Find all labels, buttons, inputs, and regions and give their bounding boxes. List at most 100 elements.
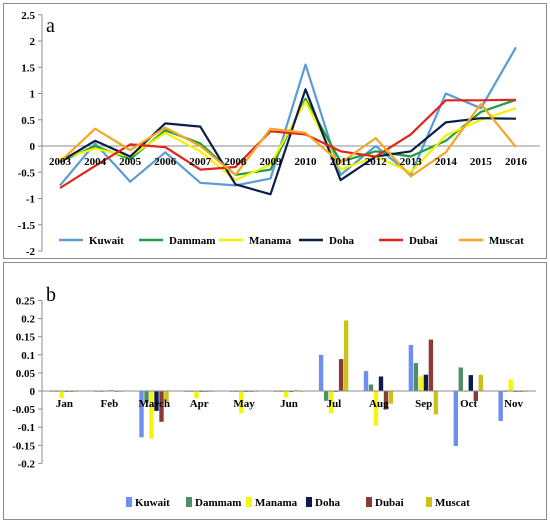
x-tick-label: 2010 xyxy=(295,156,318,168)
x-tick-label: May xyxy=(233,398,255,410)
y-tick-label: 1 xyxy=(30,89,36,101)
y-tick-label: 0.5 xyxy=(21,115,35,127)
legend-label-manama: Manama xyxy=(255,497,298,509)
x-tick-label: 2015 xyxy=(470,156,493,168)
y-tick-label: 0.25 xyxy=(16,296,36,308)
y-tick-label: 0.05 xyxy=(16,368,36,380)
legend-label-dammam: Dammam xyxy=(169,235,215,247)
y-tick-label: 0.15 xyxy=(16,332,36,344)
y-tick-label: -0.15 xyxy=(12,440,35,452)
bar-manama-aug xyxy=(373,391,379,426)
legend-swatch-dammam xyxy=(186,497,192,507)
series-line-doha xyxy=(59,88,517,196)
legend-label-dammam: Dammam xyxy=(195,497,241,509)
x-tick-label: 2006 xyxy=(154,156,177,168)
x-tick-label: Apr xyxy=(190,398,209,410)
bar-chart-svg: b -0.2 -0.15 -0.1 -0.05 0 0.05 0.1 0.15 0.2 0.25 Ja… xyxy=(12,284,536,509)
y-tick-label: -2 xyxy=(26,246,36,258)
x-tick-label: Jul xyxy=(327,398,342,410)
legend-label-manama: Manama xyxy=(249,235,292,247)
x-tick-label: 2012 xyxy=(365,156,388,168)
y-tick-label: -0.5 xyxy=(18,167,36,179)
legend-label-kuwait: Kuwait xyxy=(89,235,124,247)
bar-dubai-march xyxy=(159,391,164,422)
legend-label-muscat: Muscat xyxy=(489,235,524,247)
legend-label-kuwait: Kuwait xyxy=(135,497,170,509)
x-tick-label: March xyxy=(138,398,170,410)
bar-manama-apr xyxy=(194,391,199,399)
bar-dubai-aug xyxy=(383,391,389,410)
legend-swatch-kuwait xyxy=(126,497,132,507)
panel-label-b: b xyxy=(46,284,56,306)
y-tick-label: 2 xyxy=(30,36,36,48)
y-tick-label: -1.5 xyxy=(18,220,36,232)
bar-kuwait-nov xyxy=(498,391,503,421)
bar-kuwait-oct xyxy=(453,391,458,446)
x-tick-label: 2005 xyxy=(119,156,142,168)
bar-manama-jul xyxy=(328,391,334,414)
panel-label-a: a xyxy=(46,15,55,37)
bar-muscat-sep xyxy=(433,391,439,415)
x-tick-label: Oct xyxy=(460,398,477,410)
y-tick-label: 0.2 xyxy=(21,314,35,326)
x-tick-label: 2013 xyxy=(400,156,423,168)
bar-dubai-sep xyxy=(428,339,434,391)
bar-kuwait-sep xyxy=(408,345,414,391)
y-tick-label: 0.1 xyxy=(21,350,35,362)
x-tick-label: 2014 xyxy=(435,156,458,168)
legend-swatch-dubai xyxy=(366,497,372,507)
x-tick-label: Aug xyxy=(369,398,389,410)
x-tick-label: Jun xyxy=(280,398,298,410)
series-line-muscat xyxy=(59,102,517,178)
bar-doha-sep xyxy=(423,374,429,391)
line-chart-svg: a -2 -1.5 -1 -0.5 0 0.5 1 1.5 2 2.5 2003 2004 2005 200… xyxy=(18,10,540,258)
bar-manama-sep xyxy=(418,376,424,391)
y-tick-label: -0.1 xyxy=(18,422,35,434)
y-tick-label: 0 xyxy=(30,141,36,153)
bar-dammam-sep xyxy=(413,363,419,391)
x-tick-label: 2016 xyxy=(505,156,528,168)
y-tick-label: 1.5 xyxy=(21,62,35,74)
x-tick-label: 2004 xyxy=(84,156,107,168)
bar-muscat-march xyxy=(164,391,169,402)
bar-muscat-aug xyxy=(388,391,394,404)
x-tick-label: 2009 xyxy=(259,156,282,168)
x-tick-label: 2008 xyxy=(224,156,247,168)
bar-muscat-jul xyxy=(343,320,349,391)
bar-muscat-oct xyxy=(478,374,483,391)
y-tick-label: 0 xyxy=(30,386,36,398)
bar-dammam-oct xyxy=(458,367,463,391)
legend-label-doha: Doha xyxy=(329,235,355,247)
legend-label-doha: Doha xyxy=(315,497,341,509)
legend-label-muscat: Muscat xyxy=(435,497,470,509)
bar-kuwait-march xyxy=(139,391,144,438)
bar-manama-nov xyxy=(508,379,513,391)
x-tick-label: Feb xyxy=(100,398,118,410)
bar-dammam-jul xyxy=(323,391,329,401)
series-line-dubai xyxy=(59,98,517,189)
bar-kuwait-aug xyxy=(363,371,369,391)
x-tick-label: Nov xyxy=(504,398,523,410)
bar-doha-march xyxy=(154,391,159,411)
legend-swatch-manama xyxy=(246,497,252,507)
bar-doha-aug xyxy=(378,376,384,391)
bar-doha-oct xyxy=(468,375,473,391)
bar-dammam-aug xyxy=(368,384,374,391)
bar-manama-may xyxy=(239,391,244,414)
x-tick-label: Sep xyxy=(415,398,432,410)
y-tick-label: 2.5 xyxy=(21,10,35,22)
x-tick-label: 2011 xyxy=(330,156,351,168)
bar-dammam-march xyxy=(144,391,149,403)
legend-swatch-muscat xyxy=(426,497,432,507)
panel-a-line-chart: a -2 -1.5 -1 -0.5 0 0.5 1 1.5 2 2.5 2003 2004 2005 200… xyxy=(3,3,547,259)
x-tick-label: 2007 xyxy=(189,156,212,168)
bar-manama-jan xyxy=(59,391,64,399)
bar-manama-march xyxy=(149,391,154,439)
y-tick-label: -0.2 xyxy=(18,458,36,470)
bar-kuwait-jul xyxy=(318,354,324,391)
legend-swatch-doha xyxy=(306,497,312,507)
bar-dubai-jul xyxy=(338,359,344,391)
x-tick-label: 2003 xyxy=(49,156,72,168)
x-tick-label: Jan xyxy=(56,398,73,410)
legend-label-dubai: Dubai xyxy=(409,235,438,247)
